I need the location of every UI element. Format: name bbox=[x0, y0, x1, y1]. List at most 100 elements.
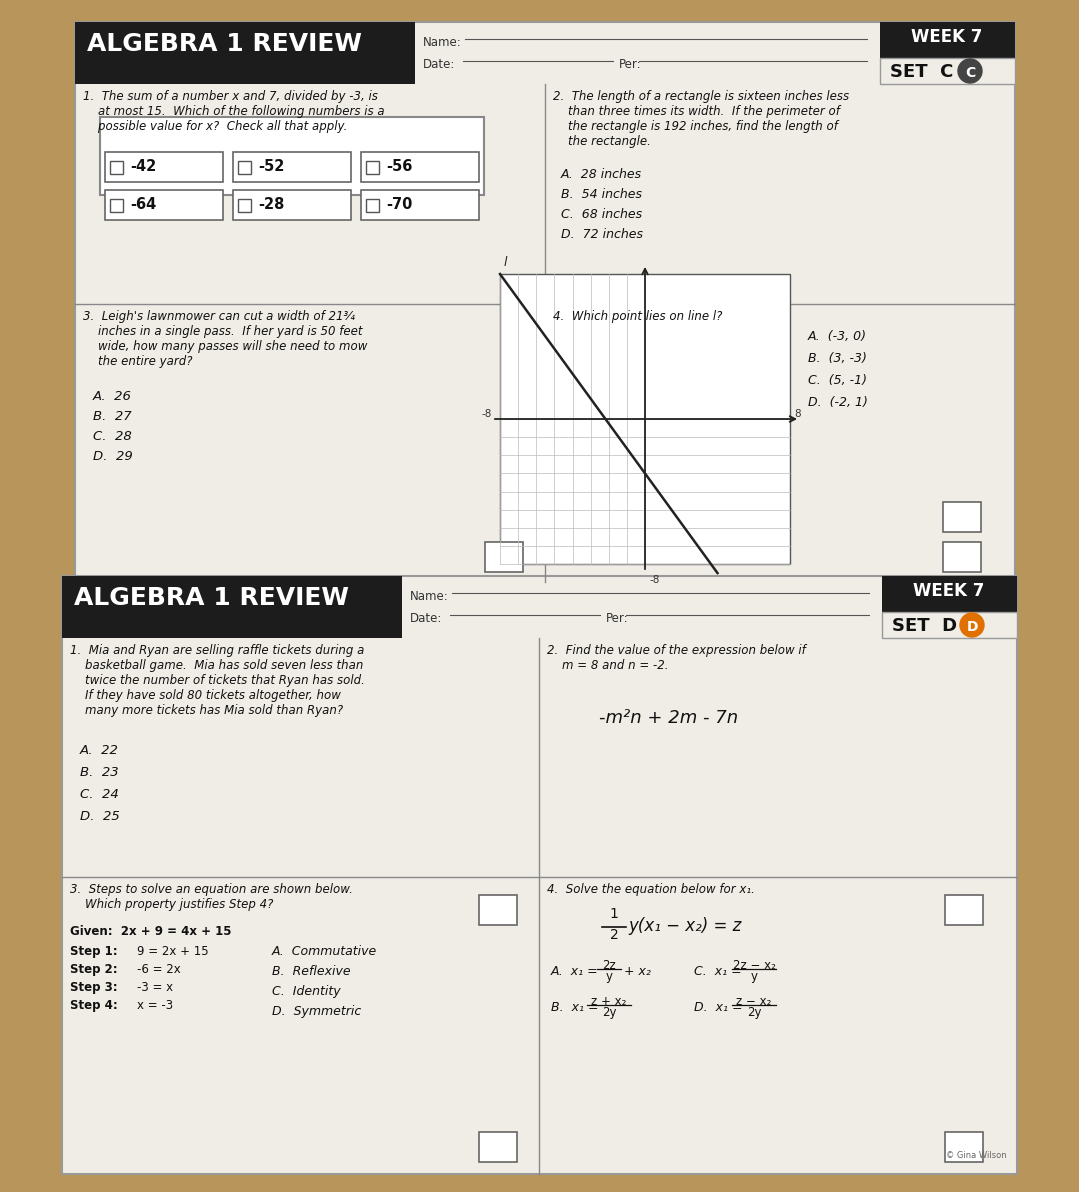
Text: -70: -70 bbox=[386, 197, 412, 212]
Text: y: y bbox=[605, 970, 613, 983]
Text: D.  Symmetric: D. Symmetric bbox=[272, 1005, 361, 1018]
Circle shape bbox=[960, 613, 984, 637]
Bar bbox=[880, 58, 1015, 83]
Bar bbox=[361, 190, 479, 221]
Text: Given:  2x + 9 = 4x + 15: Given: 2x + 9 = 4x + 15 bbox=[70, 925, 232, 938]
Bar bbox=[479, 1132, 517, 1162]
Text: SET  D: SET D bbox=[892, 617, 957, 635]
Text: + x₂: + x₂ bbox=[624, 966, 651, 977]
Circle shape bbox=[958, 58, 982, 83]
Text: Step 1:: Step 1: bbox=[70, 945, 118, 958]
Text: x = -3: x = -3 bbox=[137, 999, 173, 1012]
Text: B.  27: B. 27 bbox=[93, 410, 132, 423]
Text: 2z: 2z bbox=[602, 960, 616, 971]
Text: SET  C: SET C bbox=[890, 63, 954, 81]
Text: -28: -28 bbox=[258, 197, 285, 212]
Bar bbox=[880, 21, 1015, 58]
Bar bbox=[361, 153, 479, 182]
Bar bbox=[366, 199, 379, 212]
Text: Step 4:: Step 4: bbox=[70, 999, 118, 1012]
Text: Name:: Name: bbox=[423, 36, 462, 49]
Text: 2.  Find the value of the expression below if
    m = 8 and n = -2.: 2. Find the value of the expression belo… bbox=[547, 644, 806, 672]
Text: -52: -52 bbox=[258, 159, 285, 174]
Text: D.  (-2, 1): D. (-2, 1) bbox=[808, 396, 868, 409]
Text: A.  (-3, 0): A. (-3, 0) bbox=[808, 330, 868, 343]
Text: 2y: 2y bbox=[602, 1006, 616, 1019]
Text: A.  22: A. 22 bbox=[80, 744, 119, 757]
Text: B.  Reflexive: B. Reflexive bbox=[272, 966, 351, 977]
Text: C.  x₁ =: C. x₁ = bbox=[694, 966, 746, 977]
Text: -6 = 2x: -6 = 2x bbox=[137, 963, 181, 976]
Text: A.  28 inches: A. 28 inches bbox=[561, 168, 642, 181]
Bar bbox=[105, 190, 223, 221]
Bar bbox=[233, 190, 351, 221]
Bar bbox=[479, 895, 517, 925]
Bar bbox=[76, 21, 1015, 582]
Bar bbox=[484, 542, 523, 572]
Text: -8: -8 bbox=[482, 409, 492, 420]
Bar bbox=[500, 274, 790, 564]
Text: y(x₁ − x₂) = z: y(x₁ − x₂) = z bbox=[628, 917, 741, 935]
Bar bbox=[945, 1132, 983, 1162]
Text: A.  x₁ =: A. x₁ = bbox=[551, 966, 603, 977]
Text: Per:: Per: bbox=[606, 611, 629, 625]
Bar bbox=[366, 161, 379, 174]
Text: z + x₂: z + x₂ bbox=[591, 995, 627, 1008]
Text: 1.  The sum of a number x and 7, divided by -3, is
    at most 15.  Which of the: 1. The sum of a number x and 7, divided … bbox=[83, 91, 384, 134]
Text: Per:: Per: bbox=[619, 58, 642, 72]
Bar bbox=[105, 153, 223, 182]
Bar bbox=[110, 199, 123, 212]
Text: A.  Commutative: A. Commutative bbox=[272, 945, 378, 958]
Bar bbox=[882, 611, 1017, 638]
Text: 2.  The length of a rectangle is sixteen inches less
    than three times its wi: 2. The length of a rectangle is sixteen … bbox=[554, 91, 849, 148]
Bar bbox=[62, 576, 402, 638]
Text: B.  x₁ =: B. x₁ = bbox=[551, 1001, 602, 1014]
Text: 1: 1 bbox=[610, 907, 618, 921]
Text: WEEK 7: WEEK 7 bbox=[912, 27, 983, 46]
Bar bbox=[62, 576, 1017, 1174]
Text: ALGEBRA 1 REVIEW: ALGEBRA 1 REVIEW bbox=[87, 32, 361, 56]
Bar bbox=[100, 117, 484, 195]
Text: A.  26: A. 26 bbox=[93, 390, 132, 403]
Text: B.  54 inches: B. 54 inches bbox=[561, 188, 642, 201]
Text: -64: -64 bbox=[129, 197, 156, 212]
Text: -m²n + 2m - 7n: -m²n + 2m - 7n bbox=[599, 709, 738, 727]
Text: D.  72 inches: D. 72 inches bbox=[561, 228, 643, 241]
Text: Date:: Date: bbox=[423, 58, 455, 72]
Text: 4.  Solve the equation below for x₁.: 4. Solve the equation below for x₁. bbox=[547, 883, 755, 896]
Text: D.  x₁ =: D. x₁ = bbox=[694, 1001, 747, 1014]
Text: -56: -56 bbox=[386, 159, 412, 174]
Bar bbox=[943, 502, 981, 532]
Text: C: C bbox=[965, 66, 975, 80]
Text: D.  25: D. 25 bbox=[80, 811, 120, 822]
Text: -3 = x: -3 = x bbox=[137, 981, 173, 994]
Text: Step 3:: Step 3: bbox=[70, 981, 118, 994]
Text: C.  Identity: C. Identity bbox=[272, 985, 341, 998]
Text: B.  (3, -3): B. (3, -3) bbox=[808, 352, 866, 365]
Text: y: y bbox=[751, 970, 757, 983]
Bar bbox=[76, 21, 415, 83]
Bar bbox=[945, 895, 983, 925]
Text: C.  (5, -1): C. (5, -1) bbox=[808, 374, 868, 387]
Text: Step 2:: Step 2: bbox=[70, 963, 118, 976]
Text: 3.  Leigh's lawnmower can cut a width of 21¾
    inches in a single pass.  If he: 3. Leigh's lawnmower can cut a width of … bbox=[83, 310, 367, 368]
Text: z − x₂: z − x₂ bbox=[736, 995, 771, 1008]
Bar bbox=[882, 576, 1017, 611]
Text: D: D bbox=[967, 620, 978, 634]
Bar bbox=[238, 161, 251, 174]
Bar bbox=[238, 199, 251, 212]
Text: -8: -8 bbox=[648, 575, 659, 585]
Text: Date:: Date: bbox=[410, 611, 442, 625]
Bar bbox=[943, 542, 981, 572]
Text: C.  24: C. 24 bbox=[80, 788, 119, 801]
Text: 1.  Mia and Ryan are selling raffle tickets during a
    basketball game.  Mia h: 1. Mia and Ryan are selling raffle ticke… bbox=[70, 644, 365, 718]
Text: C.  68 inches: C. 68 inches bbox=[561, 207, 642, 221]
Bar bbox=[110, 161, 123, 174]
Text: C.  28: C. 28 bbox=[93, 430, 132, 443]
Text: 2y: 2y bbox=[747, 1006, 762, 1019]
Text: 2: 2 bbox=[610, 929, 618, 942]
Text: 3.  Steps to solve an equation are shown below.
    Which property justifies Ste: 3. Steps to solve an equation are shown … bbox=[70, 883, 353, 911]
Text: WEEK 7: WEEK 7 bbox=[913, 582, 985, 600]
Text: 9 = 2x + 15: 9 = 2x + 15 bbox=[137, 945, 208, 958]
Bar bbox=[233, 153, 351, 182]
